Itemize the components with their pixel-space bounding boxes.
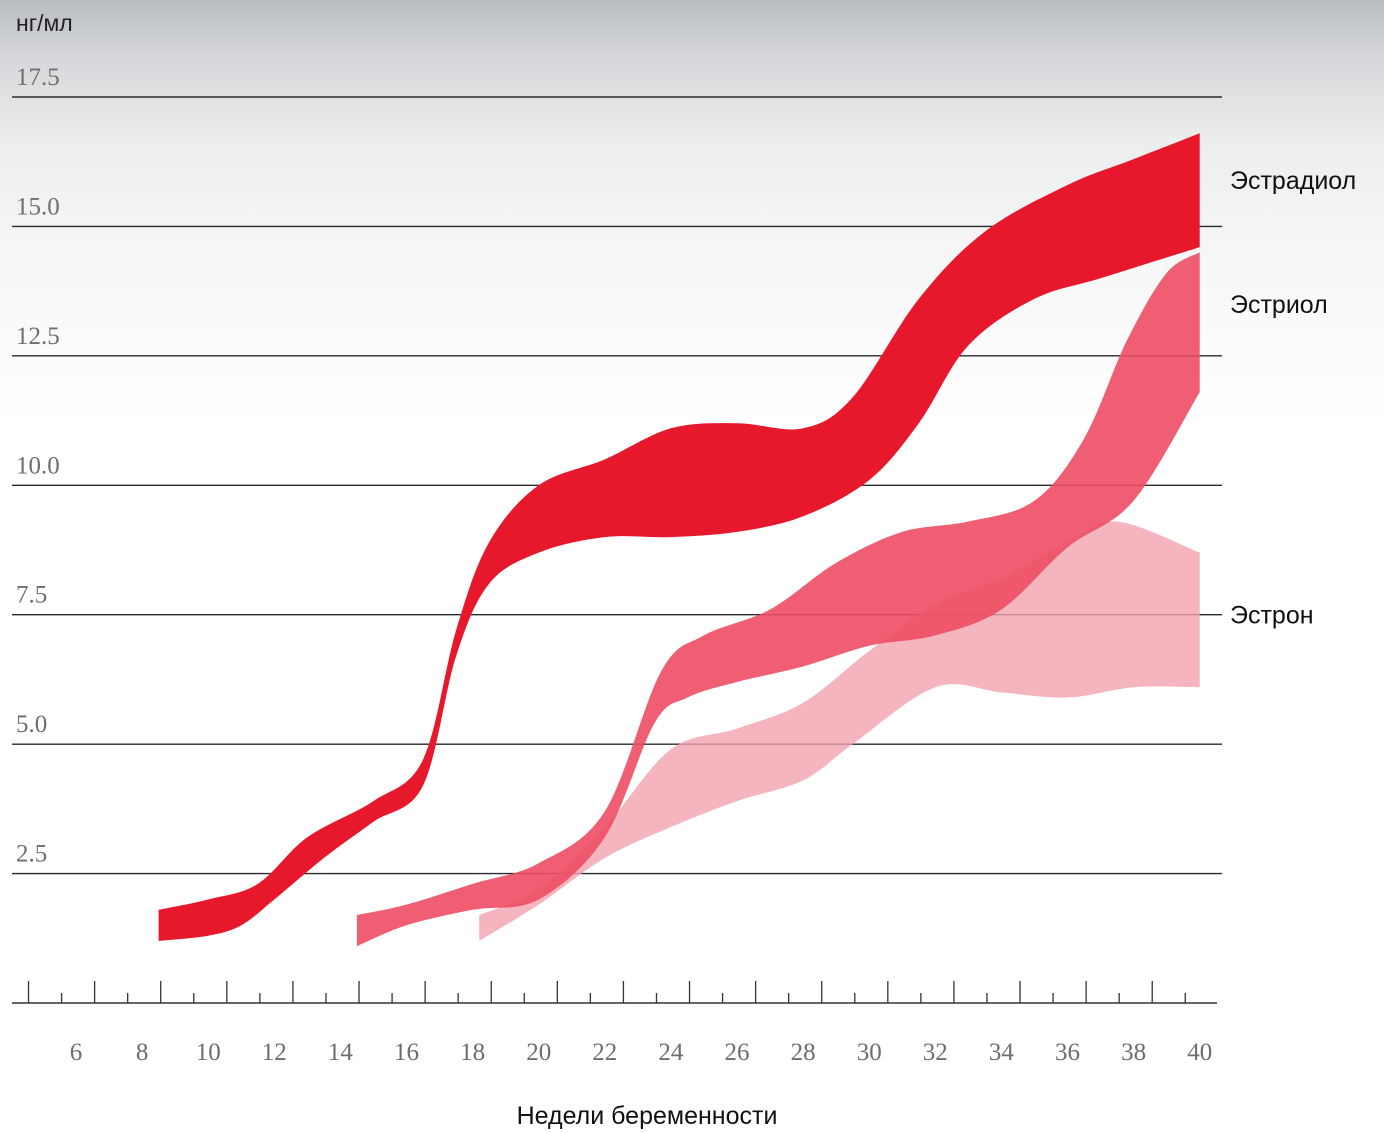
y-axis-unit: нг/мл	[16, 10, 73, 36]
series-label: Эстриол	[1230, 291, 1328, 319]
x-tick-label: 36	[1055, 1039, 1080, 1066]
y-tick-label: 2.5	[16, 841, 47, 868]
x-tick-label: 20	[526, 1039, 551, 1066]
x-tick-label: 40	[1187, 1039, 1212, 1066]
series-bands	[158, 133, 1200, 947]
x-axis: 6 8 10 12 14 16 18 20 22 24 26 28 30 32 34 36 38 40	[12, 981, 1217, 1066]
series-band-Эстрадиол	[158, 133, 1200, 941]
x-tick-label: 34	[989, 1039, 1015, 1066]
x-tick-label: 6	[70, 1039, 83, 1066]
x-tick-label: 8	[136, 1039, 149, 1066]
x-tick-label: 24	[658, 1039, 684, 1066]
series-label: Эстрон	[1230, 602, 1314, 630]
x-tick-label: 38	[1121, 1039, 1146, 1066]
x-tick-label: 32	[923, 1039, 948, 1066]
series-label: Эстрадиол	[1230, 167, 1356, 195]
y-tick-label: 5.0	[16, 711, 47, 738]
x-tick-label: 14	[328, 1039, 354, 1066]
x-tick-label: 18	[460, 1039, 485, 1066]
x-tick-label: 28	[791, 1039, 816, 1066]
x-tick-label: 10	[196, 1039, 221, 1066]
y-tick-label: 10.0	[16, 452, 60, 479]
y-tick-label: 17.5	[16, 64, 60, 91]
x-tick-label: 22	[592, 1039, 617, 1066]
y-tick-labels: 2.5 5.0 7.5 10.0 12.5 15.0 17.5	[16, 64, 60, 868]
x-tick-label: 12	[262, 1039, 287, 1066]
x-tick-label: 16	[394, 1039, 419, 1066]
y-tick-label: 12.5	[16, 323, 60, 350]
series-labels: Эстрадиол Эстриол Эстрон	[1230, 167, 1356, 630]
y-tick-label: 7.5	[16, 582, 47, 609]
gridlines	[12, 96, 1222, 875]
series-band-Эстрон	[479, 521, 1200, 941]
x-tick-label: 30	[857, 1039, 882, 1066]
x-tick-label: 26	[725, 1039, 750, 1066]
y-tick-label: 15.0	[16, 193, 60, 220]
x-axis-title: Недели беременности	[517, 1102, 778, 1130]
